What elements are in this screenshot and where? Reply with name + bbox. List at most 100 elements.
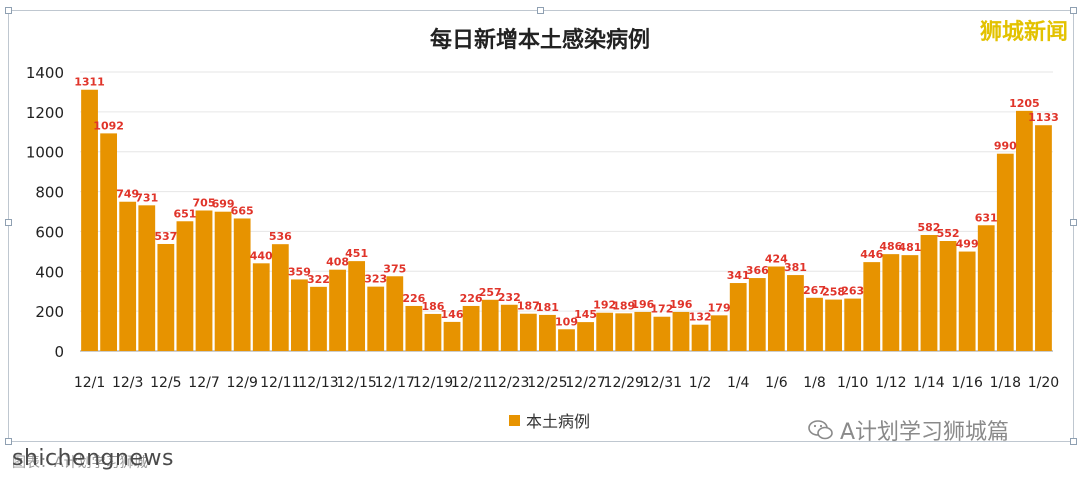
x-tick-label: 12/15 — [336, 375, 376, 391]
bar — [558, 329, 575, 351]
data-label: 132 — [689, 311, 712, 324]
x-tick-label: 12/7 — [188, 375, 219, 391]
bar — [882, 254, 900, 351]
bar — [252, 263, 270, 351]
resize-handle[interactable] — [1070, 7, 1077, 14]
data-label: 145 — [574, 308, 597, 321]
data-label: 552 — [937, 227, 960, 240]
x-tick-label: 12/23 — [489, 375, 529, 391]
x-axis-ticks: 12/1 12/3 12/5 12/7 12/9 12/1112/1312/1512/17… — [74, 375, 1059, 391]
data-label: 731 — [135, 191, 158, 204]
source-note: 图表：A计划学习狮城 — [12, 455, 148, 471]
data-label: 651 — [173, 207, 196, 220]
y-tick-label: 1400 — [26, 64, 64, 82]
x-tick-label: 1/4 — [727, 375, 750, 391]
data-label: 990 — [994, 140, 1017, 153]
x-tick-label: 1/8 — [803, 375, 826, 391]
data-label: 179 — [708, 301, 731, 314]
bar — [348, 261, 366, 351]
data-label: 257 — [479, 286, 502, 299]
x-tick-label: 1/6 — [765, 375, 788, 391]
resize-handle[interactable] — [5, 7, 12, 14]
data-label: 446 — [860, 248, 883, 261]
x-tick-label: 12/21 — [451, 375, 491, 391]
x-tick-label: 12/13 — [298, 375, 338, 391]
data-label: 232 — [498, 291, 521, 304]
bar — [138, 205, 156, 351]
wechat-label: A计划学习狮城篇 — [840, 420, 1010, 445]
data-labels: 1311109274973153765170569966544053635932… — [74, 76, 1059, 329]
legend-label: 本土病例 — [526, 412, 591, 431]
resize-handle[interactable] — [537, 7, 544, 14]
legend-swatch — [509, 414, 520, 426]
bar — [81, 89, 98, 352]
bar — [653, 316, 671, 351]
bar — [157, 243, 175, 351]
data-label: 481 — [898, 241, 921, 254]
x-tick-label: 1/20 — [1028, 375, 1059, 391]
bar — [310, 286, 327, 351]
data-label: 192 — [593, 299, 616, 312]
x-tick-label: 12/19 — [413, 375, 453, 391]
x-tick-label: 12/11 — [260, 375, 300, 391]
y-tick-label: 0 — [54, 343, 64, 361]
data-label: 323 — [364, 273, 387, 286]
bar — [500, 304, 518, 351]
resize-handle[interactable] — [5, 438, 12, 445]
resize-handle[interactable] — [5, 219, 12, 226]
bar — [634, 311, 652, 351]
bar — [844, 298, 862, 351]
x-tick-label: 1/10 — [837, 375, 868, 391]
data-label: 267 — [803, 284, 826, 297]
data-label: 631 — [975, 211, 998, 224]
data-label: 196 — [669, 298, 692, 311]
bar — [119, 201, 137, 351]
bar — [767, 266, 785, 351]
bar — [405, 305, 423, 351]
data-label: 440 — [250, 249, 273, 262]
data-label: 226 — [402, 292, 425, 305]
bar — [214, 211, 232, 351]
y-tick-label: 400 — [35, 263, 64, 281]
x-tick-label: 1/2 — [689, 375, 712, 391]
x-tick-label: 12/1 — [74, 375, 105, 391]
data-label: 258 — [822, 286, 845, 299]
wechat-icon — [808, 420, 833, 440]
bar — [176, 221, 194, 351]
bar — [958, 251, 976, 351]
y-tick-label: 800 — [35, 184, 64, 202]
data-label: 486 — [879, 240, 902, 253]
bar — [806, 297, 823, 351]
data-label: 189 — [612, 299, 635, 312]
data-label: 381 — [784, 261, 807, 274]
bar — [577, 322, 594, 351]
data-label: 451 — [345, 247, 368, 260]
x-tick-label: 12/17 — [375, 375, 415, 391]
y-tick-label: 200 — [35, 303, 64, 321]
x-tick-label: 1/16 — [951, 375, 983, 391]
bar — [539, 314, 556, 351]
bar — [920, 235, 938, 351]
x-tick-label: 12/3 — [112, 375, 143, 391]
data-label: 186 — [421, 300, 444, 313]
bar — [233, 218, 251, 351]
data-label: 226 — [460, 292, 483, 305]
resize-handle[interactable] — [1070, 438, 1077, 445]
bar — [329, 269, 346, 351]
bar — [729, 283, 747, 351]
bar — [672, 311, 690, 351]
bar — [100, 133, 118, 351]
bar — [271, 244, 289, 351]
x-tick-label: 12/31 — [642, 375, 682, 391]
x-tick-label: 12/25 — [527, 375, 567, 391]
y-tick-label: 1200 — [26, 104, 64, 122]
data-label: 1311 — [74, 76, 105, 89]
bar — [691, 324, 709, 351]
data-label: 341 — [727, 269, 750, 282]
resize-handle[interactable] — [1070, 219, 1077, 226]
bar — [386, 276, 404, 351]
data-label: 375 — [383, 262, 406, 275]
x-tick-label: 1/12 — [875, 375, 906, 391]
wechat-watermark: A计划学习狮城篇 — [808, 414, 1009, 446]
bar — [443, 321, 461, 351]
